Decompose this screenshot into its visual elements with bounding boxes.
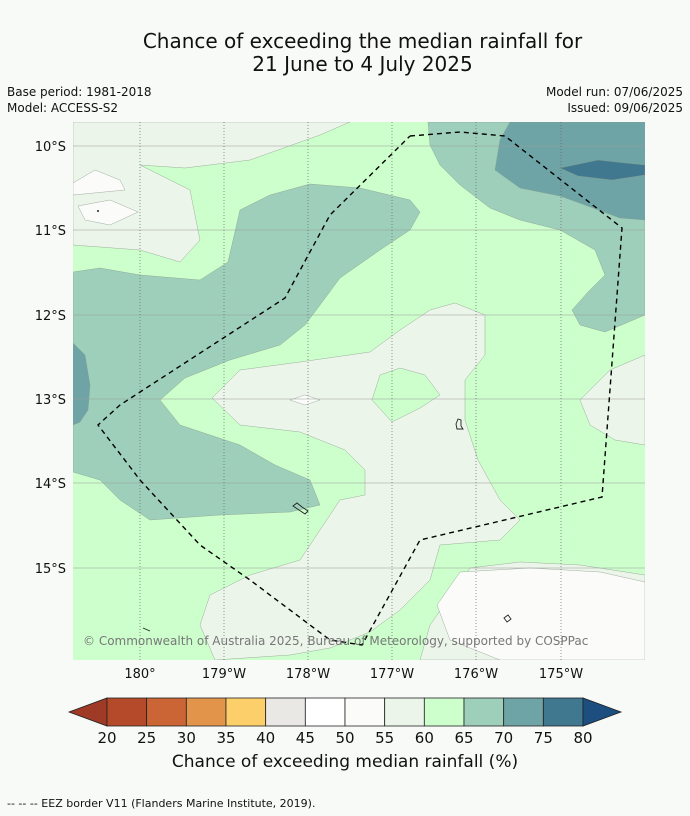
colorbar-box	[106, 697, 148, 727]
lon-label-176w: 176°W	[454, 667, 498, 682]
colorbar-tick-label: 70	[494, 729, 513, 747]
region-60-65-center-patch	[371, 367, 441, 423]
region-55-60-northwest	[73, 122, 351, 263]
colorbar-box	[146, 697, 187, 727]
island-southeast	[503, 614, 512, 623]
colorbar-box	[463, 697, 505, 727]
lon-label-177w: 177°W	[370, 667, 414, 682]
region-50-55-northwest	[73, 169, 126, 196]
colorbar-tick-label: 65	[454, 729, 473, 747]
issued-date: Issued: 09/06/2025	[567, 101, 683, 115]
lon-label-175w: 175°W	[539, 667, 583, 682]
lat-label-13s: 13°S	[35, 393, 66, 408]
colorbar-box	[503, 697, 544, 727]
lat-label-15s: 15°S	[35, 562, 66, 577]
colorbar-tick-label: 40	[256, 729, 275, 747]
colorbar-tick-label: 55	[375, 729, 394, 747]
meta-right: Model run: 07/06/2025 Issued: 09/06/2025	[546, 84, 683, 116]
lon-label-178w: 178°W	[286, 667, 330, 682]
meta-left: Base period: 1981-2018 Model: ACCESS-S2	[7, 84, 152, 116]
title-line-1: Chance of exceeding the median rainfall …	[142, 29, 583, 53]
lon-label-179w: 179°W	[202, 667, 246, 682]
colorbar-tick-label: 20	[97, 729, 116, 747]
colorbar-extend-low	[67, 697, 108, 727]
island-dot	[97, 210, 99, 212]
colorbar-tick-label: 30	[177, 729, 196, 747]
colorbar-tick-label: 45	[296, 729, 315, 747]
colorbar-tick-label: 25	[137, 729, 156, 747]
region-50-55-islet	[77, 199, 139, 226]
island-center-east	[455, 418, 464, 430]
colorbar-box	[542, 697, 584, 727]
colorbar-tick-label: 60	[415, 729, 434, 747]
colorbar-tick-label: 50	[335, 729, 354, 747]
eez-footnote: -- -- -- EEZ border V11 (Flanders Marine…	[7, 797, 316, 810]
lat-label-10s: 10°S	[35, 140, 66, 155]
colorbar-box	[225, 697, 267, 727]
region-55-60-east	[579, 354, 645, 446]
island-south-west	[142, 627, 151, 632]
region-50-55-southeast	[436, 567, 645, 660]
latitude-labels: 10°S 11°S 12°S 13°S 14°S 15°S	[35, 140, 66, 577]
model-name: Model: ACCESS-S2	[7, 101, 119, 115]
region-70-75-west-edge	[73, 342, 91, 426]
region-50-55-center	[289, 394, 321, 406]
colorbar-tick-label: 80	[573, 729, 592, 747]
colorbar-box	[423, 697, 465, 727]
colorbar-tick-label: 35	[216, 729, 235, 747]
island-west	[292, 502, 309, 515]
colorbar-extend-high	[582, 697, 623, 727]
copyright-text: © Commonwealth of Australia 2025, Bureau…	[83, 634, 588, 648]
latitude-gridlines	[73, 145, 645, 569]
map-title: Chance of exceeding the median rainfall …	[0, 30, 690, 76]
base-period: Base period: 1981-2018	[7, 85, 152, 99]
colorbar-tick-label: 75	[534, 729, 553, 747]
lat-label-12s: 12°S	[35, 309, 66, 324]
colorbar-title: Chance of exceeding median rainfall (%)	[171, 752, 519, 772]
lat-label-14s: 14°S	[35, 477, 66, 492]
region-55-60-center	[199, 302, 521, 660]
region-65-70-west	[73, 183, 421, 521]
colorbar-box	[185, 697, 227, 727]
title-line-2: 21 June to 4 July 2025	[252, 52, 473, 76]
map-panel: © Commonwealth of Australia 2025, Bureau…	[73, 122, 645, 660]
colorbar-box	[384, 697, 425, 727]
region-75-80-northeast	[559, 159, 645, 181]
colorbar-box	[265, 697, 306, 727]
colorbar-tick-labels: 20 25 30 35 40 45 50 55 60 65 70 75 80	[97, 729, 592, 747]
lat-label-11s: 11°S	[35, 224, 66, 239]
colorbar-box	[304, 697, 346, 727]
eez-border	[97, 131, 623, 646]
lon-label-180: 180°	[124, 667, 155, 682]
longitude-labels: 180° 179°W 178°W 177°W 176°W 175°W	[124, 667, 583, 682]
colorbar	[67, 697, 623, 727]
model-run: Model run: 07/06/2025	[545, 85, 683, 99]
colorbar-box	[344, 697, 386, 727]
